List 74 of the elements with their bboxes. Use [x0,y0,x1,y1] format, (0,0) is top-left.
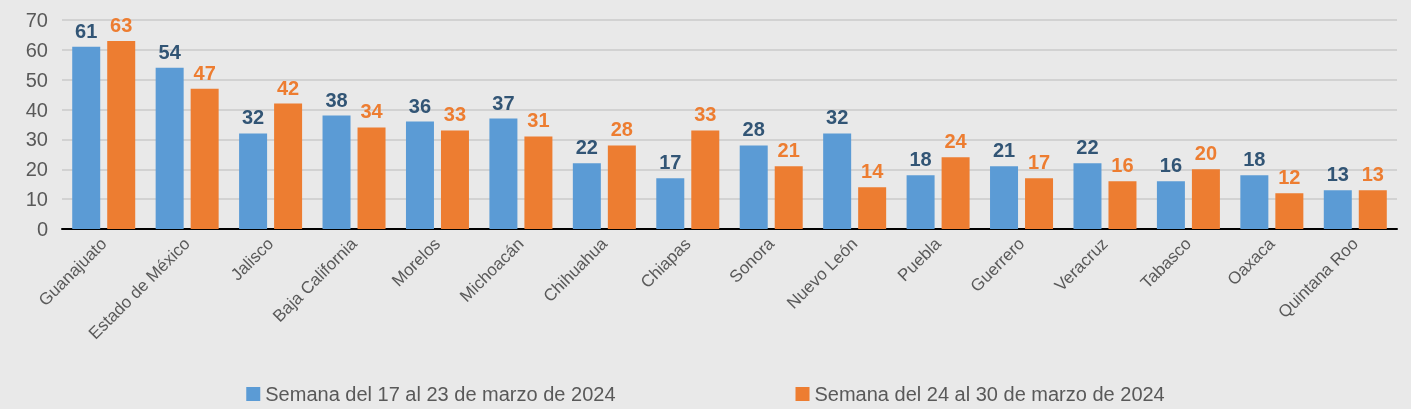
bar [274,103,303,229]
bar [489,118,518,229]
bar [739,145,768,229]
bar [941,157,970,229]
bar [1025,178,1054,229]
bar [572,163,601,229]
bar [1156,181,1185,229]
bar [858,187,887,229]
bar [774,166,803,229]
y-tick-label: 40 [25,98,48,121]
bar [1073,163,1102,229]
bar [190,88,219,229]
bar [1191,169,1220,229]
y-tick-label: 10 [25,188,48,211]
data-label: 42 [276,76,300,99]
bar [1275,193,1304,229]
data-label: 31 [527,109,550,132]
y-tick-label: 70 [25,9,48,31]
bar [440,130,469,229]
data-label: 63 [110,13,133,36]
data-label: 18 [909,148,932,171]
bar [405,121,434,229]
bar [607,145,636,229]
bar [357,127,386,229]
bar [322,115,351,229]
data-label: 22 [575,136,598,159]
data-label: 54 [158,40,182,63]
data-label: 37 [492,91,515,114]
y-tick-label: 30 [25,128,48,151]
legend-label: Semana del 17 al 23 de marzo de 2024 [265,383,616,405]
bar [656,178,685,229]
data-label: 28 [742,118,765,141]
bar [1323,190,1352,229]
data-label: 33 [443,103,467,126]
data-label: 36 [408,94,432,117]
bar [906,175,935,229]
data-label: 17 [1027,151,1051,174]
y-tick-label: 20 [25,158,48,181]
y-tick-label: 60 [25,38,48,61]
bar [155,67,184,229]
bar [524,136,553,229]
data-label: 61 [75,19,98,42]
data-label: 28 [610,118,633,141]
bar [239,133,268,229]
data-label: 38 [325,88,348,111]
bar [72,46,101,229]
data-label: 22 [1076,136,1099,159]
y-tick-label: 0 [36,218,48,240]
data-label: 13 [1361,163,1384,186]
data-label: 32 [826,106,849,129]
data-label: 16 [1111,154,1134,177]
data-label: 20 [1194,142,1218,165]
bar [990,166,1019,229]
data-label: 47 [193,61,216,84]
bar [823,133,852,229]
data-label: 33 [694,103,717,126]
data-label: 24 [944,130,968,153]
bar [1108,181,1137,229]
data-label: 21 [777,139,800,162]
data-label: 14 [861,160,885,183]
bar [691,130,720,229]
data-label: 21 [992,139,1016,162]
data-label: 12 [1278,166,1301,189]
data-label: 18 [1243,148,1266,171]
bar [1358,190,1387,229]
data-label: 17 [659,151,682,174]
y-tick-label: 50 [25,68,48,91]
data-label: 16 [1159,154,1183,177]
bar [1240,175,1269,229]
data-label: 13 [1326,163,1349,186]
legend-label: Semana del 24 al 30 de marzo de 2024 [814,383,1165,405]
bar [107,40,136,229]
data-label: 34 [360,100,384,123]
data-label: 32 [241,106,265,129]
